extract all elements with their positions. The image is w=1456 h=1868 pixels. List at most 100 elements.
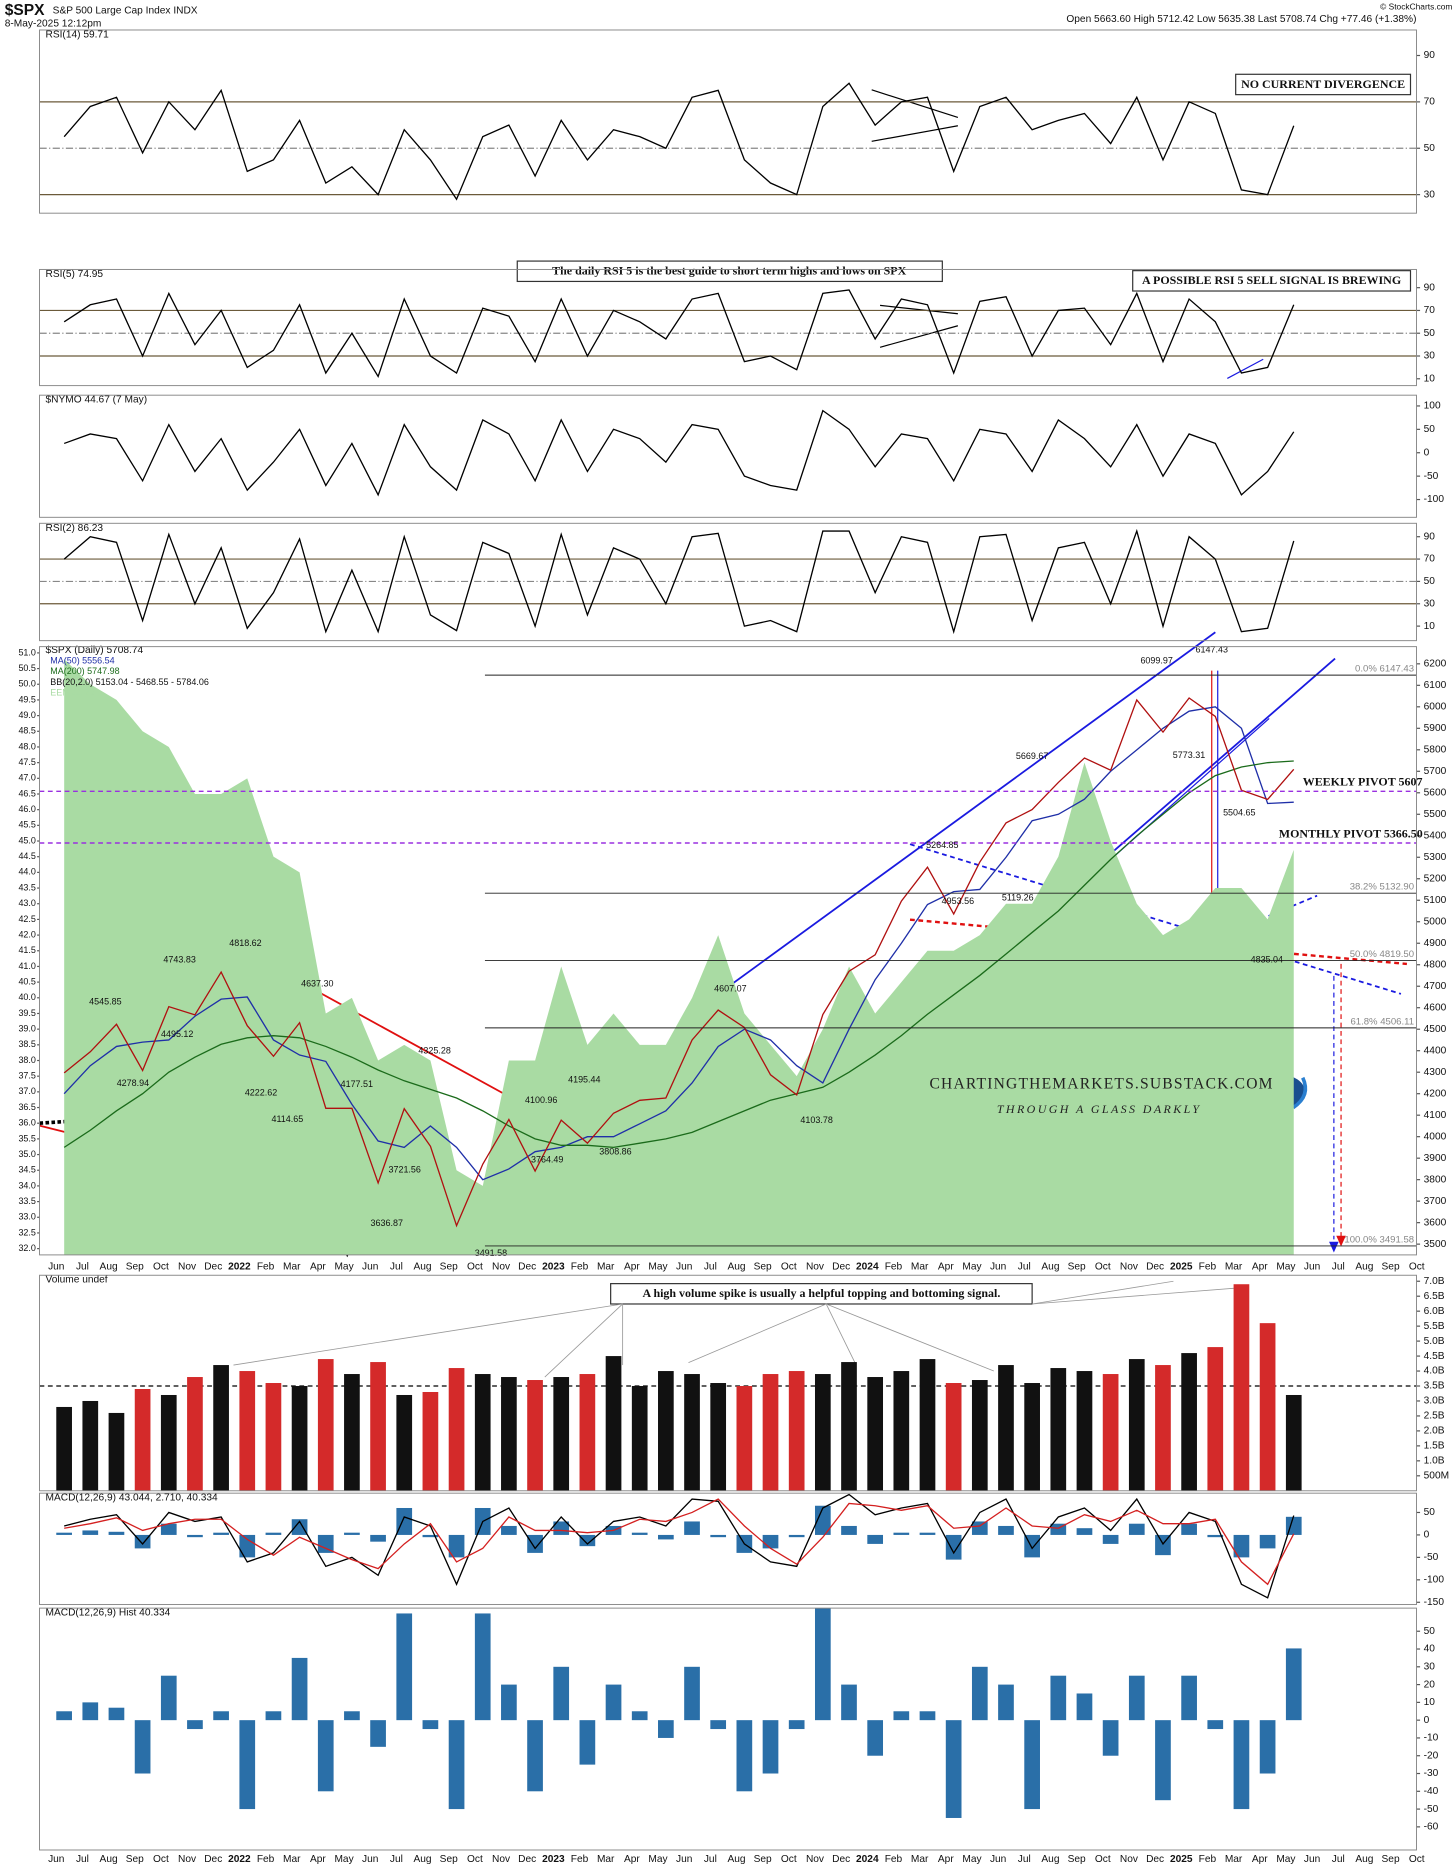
- legend-entry: BB(20,2.0) 5153.04 - 5468.55 - 5784.06: [50, 677, 209, 687]
- symbol: $SPX: [5, 2, 45, 19]
- bar: [448, 1534, 465, 1558]
- x-tick-label: 2025: [1170, 1262, 1193, 1273]
- y2-tick-label: 34.5: [18, 1165, 35, 1175]
- bar: [867, 1534, 884, 1544]
- y2-tick-label: 37.5: [18, 1071, 35, 1081]
- bar: [605, 1684, 622, 1721]
- x-tick-label: Mar: [597, 1262, 615, 1273]
- y-tick-label: 6.5B: [1424, 1291, 1445, 1302]
- x-tick-label: Jun: [990, 1262, 1006, 1273]
- y-tick-label: 50: [1424, 1507, 1436, 1518]
- price-label: 4278.94: [117, 1078, 149, 1088]
- y-tick-label: 10: [1424, 621, 1436, 632]
- x-tick-label: Oct: [153, 1262, 169, 1273]
- series-line: [64, 1498, 1295, 1586]
- x-tick-label: Jun: [990, 1854, 1006, 1865]
- series-line: [64, 1493, 1295, 1599]
- bar: [239, 1371, 256, 1491]
- x-tick-label: 2024: [856, 1262, 879, 1273]
- price-label: 4114.65: [271, 1114, 303, 1124]
- callout: [825, 1303, 857, 1366]
- y-tick-label: 4800: [1424, 959, 1447, 970]
- x-tick-label: Nov: [1120, 1854, 1139, 1865]
- plot-area: [39, 289, 1417, 379]
- x-tick-label: Oct: [467, 1262, 483, 1273]
- x-tick-label: Feb: [885, 1854, 903, 1865]
- bar: [605, 1356, 622, 1491]
- y2-tick-label: 44.0: [18, 867, 35, 877]
- bar: [841, 1684, 857, 1721]
- credit: © StockCharts.com: [1380, 1, 1452, 11]
- bar: [553, 1377, 570, 1491]
- y-tick-label: 5200: [1424, 873, 1447, 884]
- y-tick-label: 3700: [1424, 1196, 1447, 1207]
- y2-tick-label: 33.0: [18, 1212, 35, 1222]
- y2-tick-label: 35.5: [18, 1133, 35, 1143]
- plot-area: [39, 1284, 1417, 1491]
- x-tick-label: Apr: [310, 1854, 326, 1865]
- x-tick-label: Mar: [1225, 1262, 1243, 1273]
- x-tick-label: Dec: [518, 1262, 536, 1273]
- series-line: [63, 697, 1295, 1228]
- y-tick-label: -30: [1424, 1768, 1439, 1779]
- bar: [1076, 1528, 1093, 1535]
- quote: Open 5663.60 High 5712.42 Low 5635.38 La…: [1066, 14, 1416, 25]
- price-label: 6147.43: [1196, 645, 1228, 655]
- x-tick-label: Jun: [676, 1854, 692, 1865]
- bar: [1076, 1693, 1093, 1721]
- y-tick-label: 1.5B: [1424, 1441, 1445, 1452]
- bar: [631, 1711, 648, 1721]
- series-line: [63, 289, 1295, 379]
- x-tick-label: Jun: [48, 1854, 64, 1865]
- y-tick-label: 3800: [1424, 1174, 1447, 1185]
- arrow-head: [1329, 1241, 1339, 1253]
- bar: [998, 1684, 1014, 1721]
- bar: [762, 1720, 779, 1774]
- bar: [893, 1711, 910, 1721]
- bar: [579, 1720, 596, 1765]
- y2-tick-label: 38.5: [18, 1039, 35, 1049]
- panel: 30 50 70 90 RSI(14) 59.71: [39, 29, 1436, 214]
- bar: [788, 1534, 805, 1538]
- x-tick-label: May: [334, 1854, 354, 1865]
- y-tick-label: 500M: [1424, 1470, 1449, 1481]
- y-tick-label: 4700: [1424, 981, 1447, 992]
- y-tick-label: 30: [1424, 598, 1436, 609]
- x-tick-label: Apr: [1252, 1854, 1268, 1865]
- series-line: [63, 82, 1295, 201]
- bar: [893, 1532, 910, 1535]
- arrow-head: [1336, 1235, 1346, 1247]
- plot-area: [56, 1608, 1302, 1818]
- panel: 10 30 50 70 90 RSI(5) 74.95: [39, 268, 1435, 387]
- x-tick-label: Jun: [48, 1262, 64, 1273]
- y2-tick-label: 32.0: [18, 1243, 35, 1253]
- x-tick-label: Sep: [126, 1262, 144, 1273]
- annotation: NO CURRENT DIVERGENCE: [1241, 77, 1405, 91]
- bar: [213, 1711, 229, 1721]
- bar: [422, 1720, 439, 1730]
- panel-title: RSI(2) 86.23: [46, 523, 104, 534]
- fib-label: 100.0% 3491.58: [1344, 1235, 1414, 1246]
- x-tick-label: Sep: [440, 1262, 458, 1273]
- price-label: 4818.62: [229, 938, 261, 948]
- x-tick-label: Oct: [1409, 1262, 1425, 1273]
- bar: [1207, 1347, 1224, 1491]
- bar: [474, 1613, 491, 1721]
- area: [64, 659, 1294, 1255]
- y-tick-label: 50: [1424, 424, 1436, 435]
- bar: [82, 1702, 99, 1721]
- bar: [213, 1532, 229, 1535]
- bar: [1181, 1353, 1197, 1491]
- x-tick-label: Jul: [76, 1854, 89, 1865]
- x-tick-label: Mar: [911, 1262, 929, 1273]
- callout: [1032, 1280, 1174, 1305]
- panel-border: [39, 268, 1417, 387]
- y2-tick-label: 46.0: [18, 804, 35, 814]
- trendline: [879, 325, 959, 348]
- y-tick-label: -100: [1424, 494, 1445, 505]
- y-tick-label: 30: [1424, 189, 1436, 200]
- y-tick-label: 2.5B: [1424, 1411, 1445, 1422]
- annotation-box: [516, 260, 943, 283]
- bar: [291, 1386, 308, 1491]
- x-tick-label: Jun: [1304, 1854, 1320, 1865]
